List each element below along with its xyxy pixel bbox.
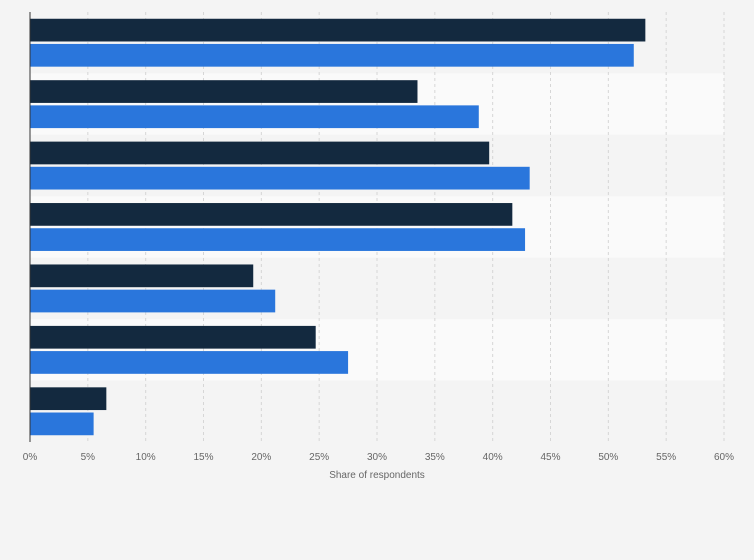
bar-series-2 [30,228,526,251]
x-axis-title: Share of respondents [329,470,425,481]
bar-series-2 [30,412,94,436]
bar-series-1 [30,387,107,411]
bar-series-2 [30,289,276,313]
bar-series-1 [30,80,418,103]
bar-series-2 [30,43,634,67]
bar-series-1 [30,18,646,42]
x-tick-label: 5% [81,452,96,463]
x-tick-label: 0% [23,452,38,463]
x-tick-label: 25% [309,452,329,463]
x-tick-label: 45% [540,452,560,463]
bar-series-2 [30,166,530,190]
x-tick-label: 35% [425,452,445,463]
x-tick-label: 10% [136,452,156,463]
x-tick-label: 60% [714,452,734,463]
bar-series-1 [30,325,316,349]
bar-series-2 [30,105,479,129]
bar-series-1 [30,203,513,226]
bar-series-1 [30,264,254,288]
bar-series-2 [30,351,349,374]
x-tick-label: 20% [251,452,271,463]
x-tick-label: 40% [483,452,503,463]
x-tick-label: 55% [656,452,676,463]
bar-series-1 [30,141,490,165]
x-tick-label: 30% [367,452,387,463]
x-tick-label: 15% [193,452,213,463]
x-tick-label: 50% [598,452,618,463]
